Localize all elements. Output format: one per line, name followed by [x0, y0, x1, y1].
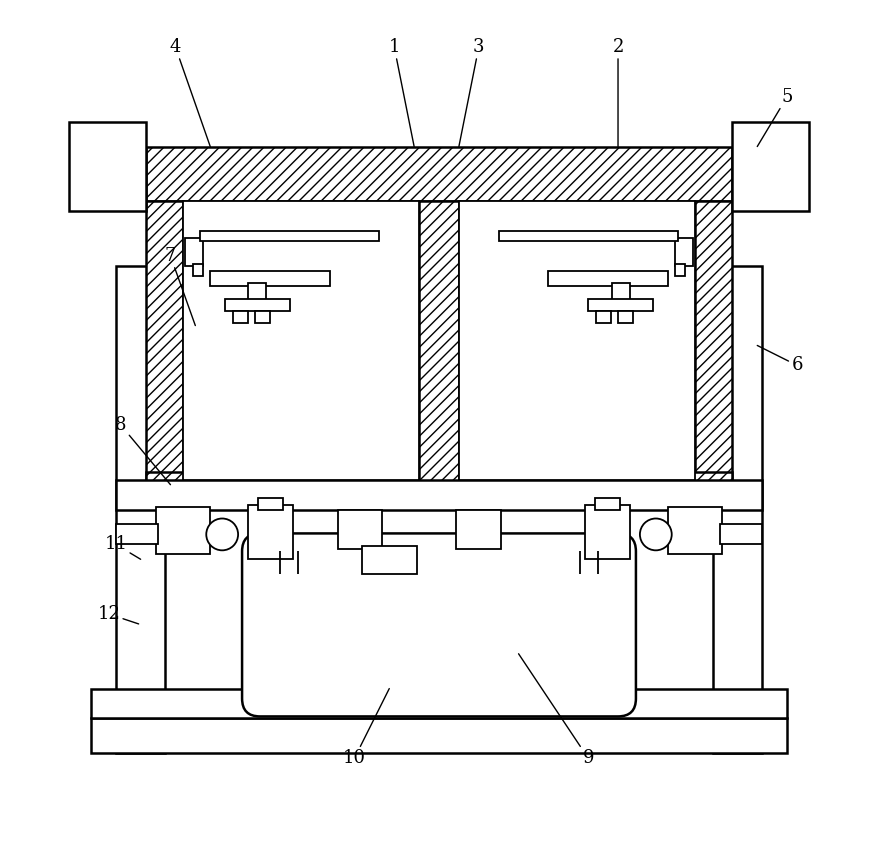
Text: 7: 7 [165, 247, 195, 326]
Bar [248, 504, 292, 559]
Bar [233, 310, 248, 322]
Bar [69, 121, 146, 211]
Bar [667, 506, 722, 554]
Bar [155, 506, 210, 554]
Bar [674, 264, 684, 276]
Bar [183, 201, 418, 480]
Bar [548, 271, 667, 286]
Bar [731, 121, 808, 211]
Bar [595, 498, 619, 510]
Bar [617, 310, 632, 322]
Bar [116, 480, 761, 510]
Bar [712, 266, 761, 753]
Text: 3: 3 [459, 38, 484, 146]
Text: 1: 1 [388, 38, 414, 146]
Text: 5: 5 [756, 88, 792, 146]
Text: 4: 4 [169, 38, 210, 146]
Bar [459, 201, 694, 480]
Bar [585, 504, 629, 559]
Bar [674, 238, 692, 266]
Bar [146, 201, 183, 480]
Bar [193, 264, 203, 276]
Circle shape [639, 518, 671, 551]
Text: 9: 9 [518, 654, 593, 767]
Bar [225, 298, 289, 310]
Text: 12: 12 [97, 605, 139, 624]
Circle shape [206, 518, 238, 551]
Bar [418, 201, 459, 499]
Bar [498, 231, 677, 241]
Bar [588, 298, 652, 310]
Bar [146, 472, 731, 499]
Bar [248, 283, 266, 301]
Bar [116, 524, 157, 545]
Bar [210, 271, 329, 286]
Bar [258, 498, 282, 510]
Bar [611, 283, 629, 301]
Bar [455, 510, 500, 549]
Text: 10: 10 [343, 688, 389, 767]
Bar [146, 146, 731, 201]
Text: 11: 11 [104, 535, 140, 559]
Bar [91, 718, 786, 753]
Bar [337, 510, 381, 549]
Bar [91, 688, 786, 718]
Bar [720, 524, 761, 545]
FancyBboxPatch shape [242, 534, 635, 716]
Bar [694, 201, 731, 480]
Bar [116, 266, 165, 753]
Bar [185, 238, 203, 266]
Bar [200, 231, 379, 241]
Bar [254, 310, 269, 322]
Bar [362, 546, 417, 575]
Text: 8: 8 [115, 416, 170, 485]
Bar [595, 310, 610, 322]
Text: 2: 2 [611, 38, 623, 146]
Text: 6: 6 [756, 345, 802, 374]
